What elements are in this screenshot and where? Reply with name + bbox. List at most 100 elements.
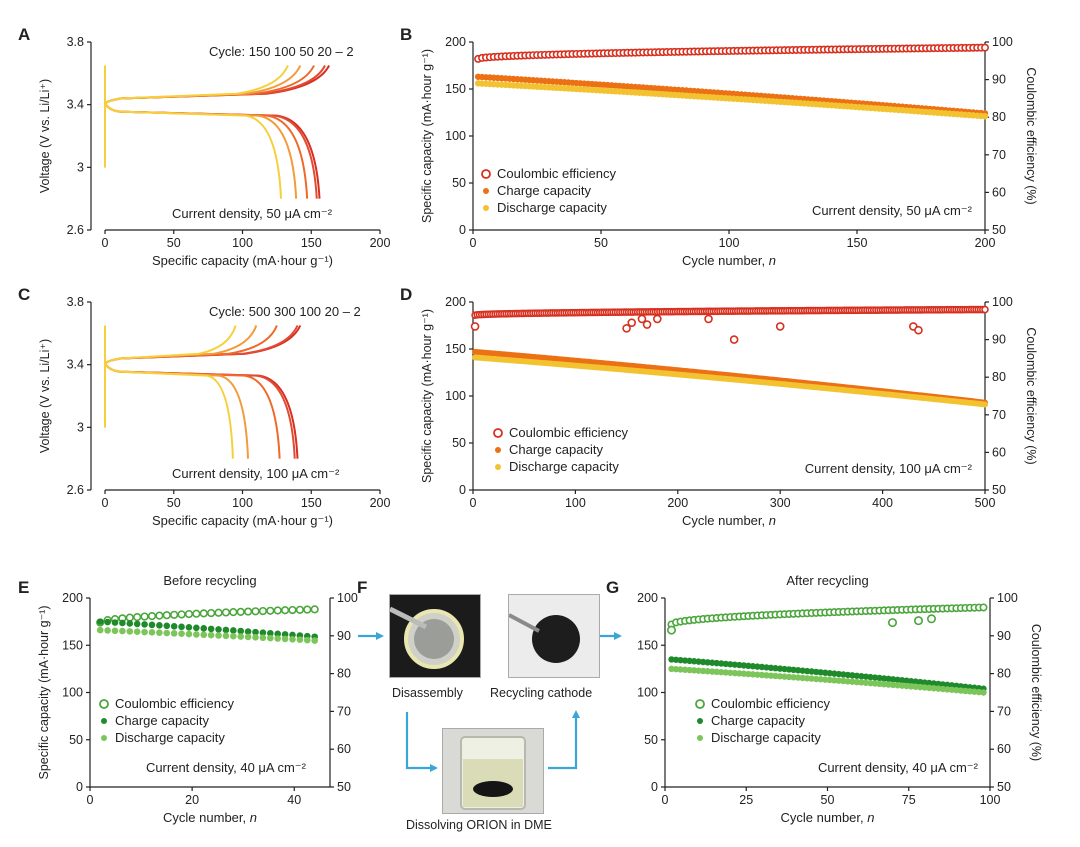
point-e-ce <box>266 606 275 615</box>
y-tick-label-d: 100 <box>445 389 466 403</box>
x-axis-label-b: Cycle number, n <box>682 253 776 268</box>
caption-disassembly: Disassembly <box>392 686 463 700</box>
charge-curve-c-cycle-300 <box>104 325 258 428</box>
caption-dissolving: Dissolving ORION in DME <box>406 818 552 832</box>
point-e-ce <box>214 608 223 617</box>
caption-recycling-cathode: Recycling cathode <box>490 686 593 700</box>
point-g-discharge <box>672 665 680 673</box>
y-tick-label-b: 0 <box>459 223 466 237</box>
x-tick-label-g: 100 <box>980 793 1001 807</box>
y2-tick-label-e: 70 <box>337 704 351 718</box>
x-tick-label-e: 0 <box>87 793 94 807</box>
point-d-ce-outlier <box>653 314 662 324</box>
y-tick-label-a: 2.6 <box>67 223 84 237</box>
point-e-ce <box>236 607 245 616</box>
y2-axis-label-b: Coulombic efficiency (%) <box>1024 67 1038 204</box>
discharge-curve-c-cycle-500 <box>104 325 234 459</box>
x-tick-label-c: 0 <box>102 496 109 510</box>
point-e-discharge <box>193 631 200 638</box>
point-e-discharge <box>126 628 134 635</box>
y2-tick-label-e: 100 <box>337 591 358 605</box>
point-e-charge <box>267 629 274 637</box>
point-d-ce-outlier <box>622 324 631 333</box>
x-tick-label-b: 100 <box>719 236 740 250</box>
y2-tick-label-e: 50 <box>337 780 351 794</box>
x-axis-label-a: Specific capacity (mA·hour g⁻¹) <box>152 253 333 268</box>
panel-label-d: D <box>400 285 412 304</box>
legend-label-b-2: Discharge capacity <box>497 200 607 215</box>
x-tick-label-a: 0 <box>102 236 109 250</box>
point-e-charge <box>237 627 245 635</box>
y-tick-label-g: 50 <box>644 733 658 747</box>
point-e-ce <box>310 605 319 614</box>
point-e-charge <box>156 622 163 629</box>
point-d-ce-outlier <box>637 314 647 324</box>
y2-tick-label-d: 90 <box>992 333 1006 347</box>
recycling-cathode-photo <box>508 594 600 678</box>
y2-tick-label-d: 60 <box>992 445 1006 459</box>
point-e-ce <box>251 607 260 616</box>
point-e-discharge <box>259 634 267 642</box>
point-d-ce-outlier <box>627 318 637 327</box>
dissolving-photo <box>442 728 544 814</box>
y-tick-label-e: 50 <box>69 733 83 747</box>
y2-tick-label-d: 70 <box>992 408 1006 422</box>
coin-cell-icon <box>390 606 464 669</box>
point-e-charge <box>163 622 171 630</box>
charge-curve-c-cycle-500 <box>104 325 237 428</box>
x-axis-label-e: Cycle number, n <box>163 810 257 825</box>
x-tick-label-g: 0 <box>662 793 669 807</box>
legend-marker-g-2 <box>697 735 703 741</box>
y2-tick-label-g: 100 <box>997 591 1018 605</box>
point-e-ce <box>177 610 186 619</box>
point-e-ce <box>258 606 268 616</box>
point-e-ce <box>147 611 157 621</box>
point-e-discharge <box>156 629 163 636</box>
point-d-ce-outlier <box>914 325 923 335</box>
point-e-charge <box>259 629 267 636</box>
arrow-to-dissolving <box>405 712 438 772</box>
x-tick-label-e: 20 <box>185 793 199 807</box>
point-e-ce <box>295 605 304 614</box>
legend-label-e-2: Discharge capacity <box>115 730 225 745</box>
y-tick-label-b: 50 <box>452 176 466 190</box>
point-e-charge <box>274 630 282 638</box>
y2-tick-label-d: 100 <box>992 295 1013 309</box>
y-tick-label-d: 50 <box>452 436 466 450</box>
point-e-charge <box>148 621 156 629</box>
legend-marker-d-2 <box>495 464 501 470</box>
point-e-charge <box>230 627 237 634</box>
point-e-charge <box>119 619 126 627</box>
current-annotation-g: Current density, 40 μA cm⁻² <box>818 760 979 775</box>
legend-marker-e-1 <box>101 718 107 724</box>
current-annotation-e: Current density, 40 μA cm⁻² <box>146 760 307 775</box>
point-e-discharge <box>230 632 237 640</box>
discharge-curve-a-cycle-20 <box>104 65 318 199</box>
point-e-discharge <box>96 626 104 634</box>
point-e-ce <box>140 612 149 621</box>
charge-curve-a-cycle-150 <box>104 65 289 168</box>
legend-label-g-2: Discharge capacity <box>711 730 821 745</box>
point-d-ce-outlier <box>704 314 713 324</box>
point-e-charge <box>141 621 148 628</box>
legend-label-d-1: Charge capacity <box>509 442 603 457</box>
y-tick-label-a: 3.8 <box>67 35 84 49</box>
cycle-annotation-a: Cycle: 150 100 50 20 – 2 <box>209 44 354 59</box>
panel-label-e: E <box>18 578 29 597</box>
point-e-ce <box>170 610 179 619</box>
y2-tick-label-d: 50 <box>992 483 1006 497</box>
panel-label-f: F <box>357 578 367 597</box>
x-tick-label-g: 75 <box>902 793 916 807</box>
x-tick-label-c: 100 <box>232 496 253 510</box>
point-e-discharge <box>222 632 230 640</box>
point-d-ce <box>981 305 989 314</box>
legend-marker-d-1 <box>495 447 501 453</box>
point-e-discharge <box>133 628 141 635</box>
point-e-discharge <box>178 630 185 638</box>
x-tick-label-a: 50 <box>167 236 181 250</box>
point-e-discharge <box>289 636 296 643</box>
point-e-ce <box>192 609 201 618</box>
cycle-annotation-c: Cycle: 500 300 100 20 – 2 <box>209 304 361 319</box>
x-tick-label-a: 150 <box>301 236 322 250</box>
x-tick-label-d: 400 <box>872 496 893 510</box>
